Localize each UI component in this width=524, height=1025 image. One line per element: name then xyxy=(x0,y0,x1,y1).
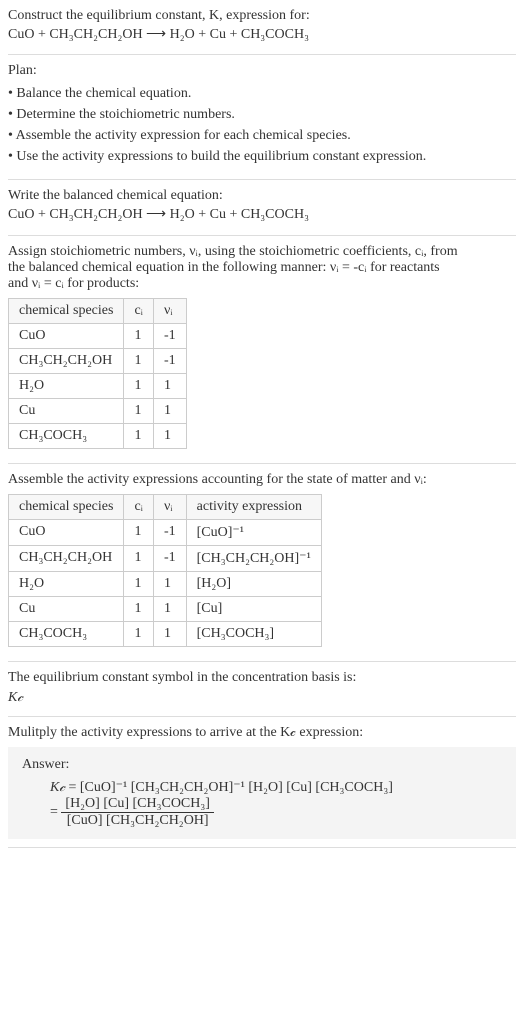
activity-intro: Assemble the activity expressions accoun… xyxy=(8,472,516,488)
table-row: H₂O11[H₂O] xyxy=(9,571,322,596)
table-row: CuO1-1 xyxy=(9,323,187,348)
answer-eq2: = [H₂O] [Cu] [CH₃COCH₃] [CuO] [CH₃CH₂CH₂… xyxy=(50,796,502,829)
table-cell: 1 xyxy=(124,323,154,348)
fraction: [H₂O] [Cu] [CH₃COCH₃] [CuO] [CH₃CH₂CH₂OH… xyxy=(61,796,214,829)
table-header-row: chemical species cᵢ νᵢ activity expressi… xyxy=(9,494,322,519)
table-cell: -1 xyxy=(153,545,186,571)
table-cell: 1 xyxy=(124,571,154,596)
eq2-prefix: = xyxy=(50,805,61,820)
intro-equation: CuO + CH₃CH₂CH₂OH ⟶ H₂O + Cu + CH₃COCH₃ xyxy=(8,24,516,46)
table-cell: 1 xyxy=(124,519,154,545)
table-cell: 1 xyxy=(124,621,154,646)
table-row: CuO1-1[CuO]⁻¹ xyxy=(9,519,322,545)
eq1-expr: = [CuO]⁻¹ [CH₃CH₂CH₂OH]⁻¹ [H₂O] [Cu] [CH… xyxy=(68,780,392,795)
table-cell: 1 xyxy=(124,423,154,448)
table-cell: -1 xyxy=(153,519,186,545)
answer-label: Answer: xyxy=(22,757,502,773)
table-cell: 1 xyxy=(153,423,186,448)
stoich-intro-line: the balanced chemical equation in the fo… xyxy=(8,260,440,275)
plan-bullets: • Balance the chemical equation. • Deter… xyxy=(8,83,516,167)
table-cell: CH₃COCH₃ xyxy=(9,423,124,448)
symbol-section: The equilibrium constant symbol in the c… xyxy=(8,662,516,717)
table-cell: CH₃CH₂CH₂OH xyxy=(9,545,124,571)
table-header: activity expression xyxy=(186,494,321,519)
kc-var: K𝒸 xyxy=(50,780,65,795)
answer-box: Answer: K𝒸 = [CuO]⁻¹ [CH₃CH₂CH₂OH]⁻¹ [H₂… xyxy=(8,747,516,839)
table-cell: H₂O xyxy=(9,373,124,398)
balanced-section: Write the balanced chemical equation: Cu… xyxy=(8,180,516,235)
table-cell: 1 xyxy=(153,398,186,423)
table-cell: Cu xyxy=(9,596,124,621)
table-row: CH₃COCH₃11[CH₃COCH₃] xyxy=(9,621,322,646)
table-cell: 1 xyxy=(124,596,154,621)
table-cell: 1 xyxy=(124,398,154,423)
table-cell: 1 xyxy=(124,348,154,373)
plan-title: Plan: xyxy=(8,63,516,79)
table-cell: CH₃COCH₃ xyxy=(9,621,124,646)
stoich-section: Assign stoichiometric numbers, νᵢ, using… xyxy=(8,236,516,464)
table-header: νᵢ xyxy=(153,494,186,519)
plan-item: • Determine the stoichiometric numbers. xyxy=(8,104,516,125)
table-cell: [CH₃COCH₃] xyxy=(186,621,321,646)
stoich-table: chemical species cᵢ νᵢ CuO1-1 CH₃CH₂CH₂O… xyxy=(8,298,187,449)
table-row: H₂O11 xyxy=(9,373,187,398)
balanced-equation: CuO + CH₃CH₂CH₂OH ⟶ H₂O + Cu + CH₃COCH₃ xyxy=(8,204,516,226)
stoich-intro-line: and νᵢ = cᵢ for products: xyxy=(8,276,139,291)
table-row: CH₃COCH₃11 xyxy=(9,423,187,448)
multiply-section: Mulitply the activity expressions to arr… xyxy=(8,717,516,848)
table-row: CH₃CH₂CH₂OH1-1[CH₃CH₂CH₂OH]⁻¹ xyxy=(9,545,322,571)
intro-section: Construct the equilibrium constant, K, e… xyxy=(8,8,516,55)
table-cell: 1 xyxy=(153,373,186,398)
answer-eq1: K𝒸 = [CuO]⁻¹ [CH₃CH₂CH₂OH]⁻¹ [H₂O] [Cu] … xyxy=(50,779,502,796)
table-row: Cu11[Cu] xyxy=(9,596,322,621)
stoich-intro: Assign stoichiometric numbers, νᵢ, using… xyxy=(8,244,516,292)
table-header: νᵢ xyxy=(153,298,186,323)
table-row: Cu11 xyxy=(9,398,187,423)
activity-table: chemical species cᵢ νᵢ activity expressi… xyxy=(8,494,322,647)
table-cell: H₂O xyxy=(9,571,124,596)
table-header: cᵢ xyxy=(124,494,154,519)
activity-section: Assemble the activity expressions accoun… xyxy=(8,464,516,662)
answer-equations: K𝒸 = [CuO]⁻¹ [CH₃CH₂CH₂OH]⁻¹ [H₂O] [Cu] … xyxy=(22,779,502,829)
table-cell: CuO xyxy=(9,519,124,545)
kc-symbol: K𝒸 xyxy=(8,690,516,706)
table-cell: 1 xyxy=(124,373,154,398)
balanced-title: Write the balanced chemical equation: xyxy=(8,188,516,204)
multiply-line: Mulitply the activity expressions to arr… xyxy=(8,725,516,741)
table-cell: CH₃CH₂CH₂OH xyxy=(9,348,124,373)
table-cell: Cu xyxy=(9,398,124,423)
table-cell: 1 xyxy=(124,545,154,571)
table-cell: 1 xyxy=(153,596,186,621)
table-cell: [H₂O] xyxy=(186,571,321,596)
table-cell: [CuO]⁻¹ xyxy=(186,519,321,545)
table-cell: [Cu] xyxy=(186,596,321,621)
plan-item: • Use the activity expressions to build … xyxy=(8,146,516,167)
plan-item: • Assemble the activity expression for e… xyxy=(8,125,516,146)
table-header-row: chemical species cᵢ νᵢ xyxy=(9,298,187,323)
plan-section: Plan: • Balance the chemical equation. •… xyxy=(8,55,516,180)
table-header: chemical species xyxy=(9,298,124,323)
fraction-numerator: [H₂O] [Cu] [CH₃COCH₃] xyxy=(61,796,214,813)
table-header: chemical species xyxy=(9,494,124,519)
table-row: CH₃CH₂CH₂OH1-1 xyxy=(9,348,187,373)
table-header: cᵢ xyxy=(124,298,154,323)
table-cell: 1 xyxy=(153,571,186,596)
fraction-denominator: [CuO] [CH₃CH₂CH₂OH] xyxy=(61,813,214,829)
symbol-line: The equilibrium constant symbol in the c… xyxy=(8,670,516,686)
table-cell: CuO xyxy=(9,323,124,348)
stoich-intro-line: Assign stoichiometric numbers, νᵢ, using… xyxy=(8,244,458,259)
intro-line: Construct the equilibrium constant, K, e… xyxy=(8,8,516,24)
table-cell: 1 xyxy=(153,621,186,646)
table-cell: [CH₃CH₂CH₂OH]⁻¹ xyxy=(186,545,321,571)
plan-item: • Balance the chemical equation. xyxy=(8,83,516,104)
table-cell: -1 xyxy=(153,348,186,373)
table-cell: -1 xyxy=(153,323,186,348)
